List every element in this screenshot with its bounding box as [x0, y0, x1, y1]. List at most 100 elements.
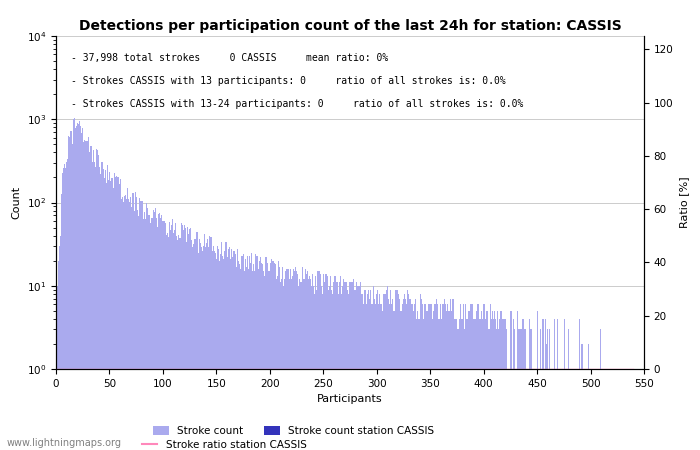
Bar	[109, 172, 110, 450]
Bar	[328, 289, 329, 450]
Bar	[234, 251, 235, 450]
Bar	[278, 261, 279, 450]
Bar	[324, 282, 325, 450]
Bar	[168, 237, 169, 450]
Bar	[356, 282, 357, 450]
Bar	[466, 319, 467, 450]
Bar	[256, 256, 258, 450]
Bar	[310, 279, 311, 450]
Bar	[83, 142, 84, 450]
Bar	[521, 329, 522, 450]
Bar	[185, 228, 186, 450]
Bar	[383, 294, 384, 450]
Bar	[471, 304, 472, 450]
Bar	[496, 329, 497, 450]
Bar	[444, 304, 446, 450]
Bar	[419, 319, 420, 450]
Bar	[99, 167, 100, 450]
Bar	[457, 329, 458, 450]
Bar	[390, 289, 391, 450]
Bar	[157, 227, 158, 450]
Bar	[218, 248, 219, 450]
Bar	[292, 276, 293, 450]
Bar	[206, 243, 207, 450]
Bar	[71, 144, 73, 450]
Bar	[309, 276, 310, 450]
Bar	[529, 319, 530, 450]
Bar	[428, 304, 430, 450]
Bar	[126, 199, 127, 450]
Bar	[337, 294, 339, 450]
Bar	[95, 167, 96, 450]
Bar	[484, 304, 485, 450]
Bar	[546, 344, 547, 450]
Legend: Stroke ratio station CASSIS: Stroke ratio station CASSIS	[137, 435, 311, 450]
Bar	[227, 257, 228, 450]
Bar	[414, 299, 416, 450]
Bar	[312, 274, 313, 450]
Bar	[588, 344, 589, 450]
Bar	[330, 276, 331, 450]
Bar	[376, 294, 377, 450]
Bar	[361, 294, 363, 450]
Bar	[215, 252, 216, 450]
Bar	[205, 247, 206, 450]
Bar	[372, 304, 373, 450]
Bar	[402, 304, 403, 450]
Bar	[462, 319, 463, 450]
Bar	[162, 221, 163, 450]
Bar	[340, 276, 341, 450]
Bar	[416, 311, 418, 450]
Bar	[389, 304, 390, 450]
Bar	[433, 311, 434, 450]
Bar	[447, 304, 448, 450]
Bar	[253, 265, 254, 450]
Bar	[440, 304, 442, 450]
Bar	[233, 251, 234, 450]
Bar	[392, 299, 393, 450]
Bar	[170, 230, 171, 450]
Bar	[264, 276, 265, 450]
Bar	[214, 251, 215, 450]
Bar	[363, 304, 365, 450]
Bar	[183, 230, 184, 450]
Bar	[156, 217, 157, 450]
Bar	[229, 247, 230, 450]
Bar	[152, 218, 153, 450]
Bar	[355, 289, 356, 450]
Bar	[377, 289, 378, 450]
Bar	[114, 173, 116, 450]
Bar	[307, 271, 308, 450]
Bar	[517, 311, 519, 450]
Bar	[384, 294, 385, 450]
Bar	[232, 257, 233, 450]
Bar	[81, 132, 82, 450]
Bar	[448, 311, 449, 450]
Bar	[410, 299, 412, 450]
Bar	[469, 311, 470, 450]
Bar	[407, 289, 408, 450]
Bar	[531, 329, 532, 450]
Bar	[217, 246, 218, 450]
Bar	[316, 289, 317, 450]
Bar	[347, 289, 349, 450]
Bar	[154, 212, 155, 450]
Bar	[173, 233, 174, 450]
Bar	[435, 304, 436, 450]
Bar	[122, 202, 124, 450]
Bar	[313, 286, 314, 450]
Bar	[136, 210, 138, 450]
Bar	[482, 319, 483, 450]
Bar	[382, 311, 383, 450]
Bar	[458, 319, 460, 450]
Bar	[248, 269, 249, 450]
Bar	[293, 269, 294, 450]
Bar	[400, 311, 401, 450]
Bar	[202, 251, 203, 450]
Bar	[368, 289, 369, 450]
Bar	[284, 279, 286, 450]
Bar	[491, 311, 493, 450]
Bar	[62, 172, 63, 450]
Bar	[442, 304, 444, 450]
Bar	[403, 299, 404, 450]
